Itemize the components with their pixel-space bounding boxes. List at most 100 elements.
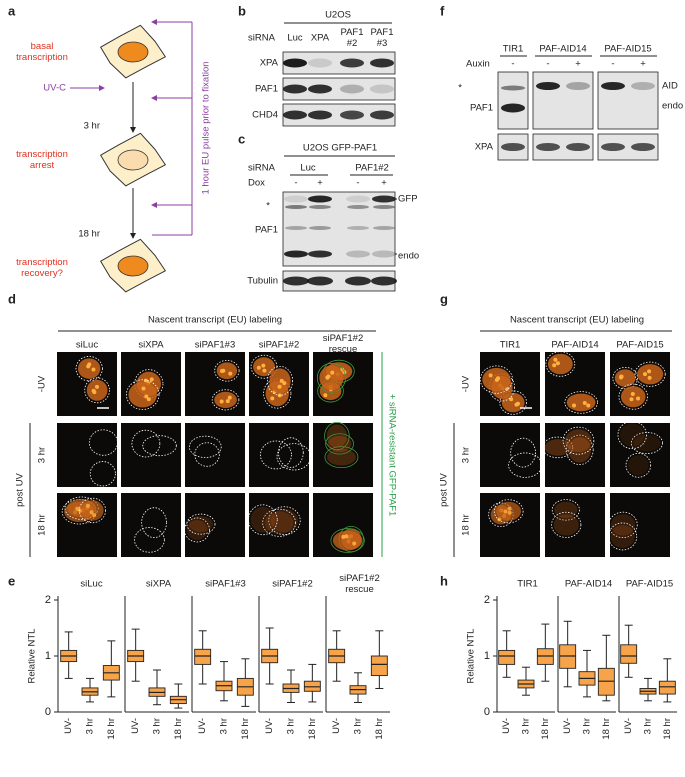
nucleus	[117, 255, 149, 277]
row-label: 18 hr	[37, 514, 48, 536]
column-label: siPAF1#2 rescue	[323, 333, 363, 355]
micrograph	[121, 493, 181, 557]
label: UV-C	[43, 83, 66, 94]
speckle	[91, 388, 96, 393]
speckle	[282, 381, 287, 386]
outline	[325, 433, 354, 455]
band	[373, 205, 395, 209]
lane-label: +	[317, 178, 323, 189]
band	[340, 110, 364, 120]
row-label: -UV	[461, 375, 472, 392]
column-label: siLuc	[76, 340, 98, 351]
outline	[565, 434, 594, 465]
lane-label: PAF1 #3	[370, 27, 393, 49]
label: Nascent transcript (EU) labeling	[510, 315, 644, 326]
outline	[134, 527, 165, 553]
speckle	[647, 369, 652, 374]
band	[370, 110, 394, 120]
micrograph	[249, 493, 309, 557]
lane-label: +	[381, 178, 387, 189]
x-tick-label: 18 hr	[240, 718, 251, 740]
nucleus	[86, 379, 108, 401]
outline	[88, 429, 118, 456]
outline	[551, 511, 582, 538]
x-tick-label: 18 hr	[307, 718, 318, 740]
band	[283, 110, 307, 120]
speckle	[219, 399, 224, 404]
outline	[142, 435, 177, 457]
band	[372, 250, 396, 258]
x-tick-label: UV-	[501, 718, 512, 734]
speckle	[629, 397, 634, 402]
label: 1 hour EU pulse prior to fixation	[201, 61, 212, 194]
x-tick-label: 18 hr	[374, 718, 385, 740]
chart-title: siPAF1#2	[272, 579, 312, 590]
outline	[617, 420, 647, 450]
row-label: XPA	[260, 58, 279, 69]
outline	[131, 429, 161, 458]
y-tick-label: 2	[484, 594, 490, 606]
label: Dox	[248, 178, 265, 189]
row-label: -UV	[37, 375, 48, 392]
panel-label: f	[440, 3, 445, 18]
lane-label: Luc	[300, 163, 316, 174]
band	[285, 226, 307, 230]
lane-label: -	[546, 59, 549, 70]
x-tick-label: 3 hr	[643, 718, 654, 734]
band	[371, 276, 397, 286]
row-label: PAF1	[255, 225, 278, 236]
nucleus	[128, 381, 158, 408]
outline	[89, 461, 116, 487]
speckle	[78, 508, 83, 513]
outline	[188, 435, 222, 458]
speckle	[636, 396, 641, 401]
nucleus	[264, 511, 294, 535]
y-tick-label: 2	[45, 594, 51, 606]
band	[308, 195, 332, 203]
band-label: endo	[662, 101, 683, 112]
band	[631, 143, 655, 151]
y-tick-label: 1	[484, 650, 490, 662]
nucleus	[566, 393, 596, 412]
label: post UV	[15, 472, 26, 506]
x-tick-label: 18 hr	[540, 718, 551, 740]
nucleus	[214, 391, 237, 408]
nucleus	[216, 362, 238, 380]
speckle	[341, 534, 346, 539]
box	[194, 648, 212, 665]
speckle	[228, 371, 233, 376]
outline	[126, 379, 160, 410]
band	[372, 195, 396, 203]
x-tick-label: 3 hr	[582, 718, 593, 734]
column-label: TIR1	[500, 340, 521, 351]
band	[340, 58, 364, 68]
lane-label: TIR1	[503, 44, 524, 55]
micrograph	[610, 493, 670, 557]
outline	[562, 426, 595, 455]
panel-label: g	[440, 291, 448, 306]
nucleus	[188, 516, 213, 533]
speckle	[221, 368, 226, 373]
outline	[276, 443, 312, 471]
label: transcription arrest	[16, 149, 68, 171]
speckle	[91, 367, 96, 372]
speckle	[630, 392, 635, 397]
x-tick-label: 3 hr	[152, 718, 163, 734]
nucleus	[627, 455, 649, 476]
speckle	[507, 506, 512, 511]
chart-title: siLuc	[80, 579, 102, 590]
band	[283, 58, 307, 68]
label: Nascent transcript (EU) labeling	[148, 315, 282, 326]
box	[498, 649, 516, 665]
band	[370, 84, 394, 94]
nucleus	[614, 369, 636, 387]
band-label: GFP	[398, 194, 418, 205]
lane-label: PAF-AID15	[604, 44, 651, 55]
y-axis-label: Relative NTL	[466, 629, 477, 684]
outline	[186, 513, 216, 535]
nucleus	[547, 353, 573, 375]
label: siRNA	[248, 33, 276, 44]
outline	[493, 499, 524, 524]
nucleus	[610, 524, 635, 548]
blot	[597, 71, 659, 130]
